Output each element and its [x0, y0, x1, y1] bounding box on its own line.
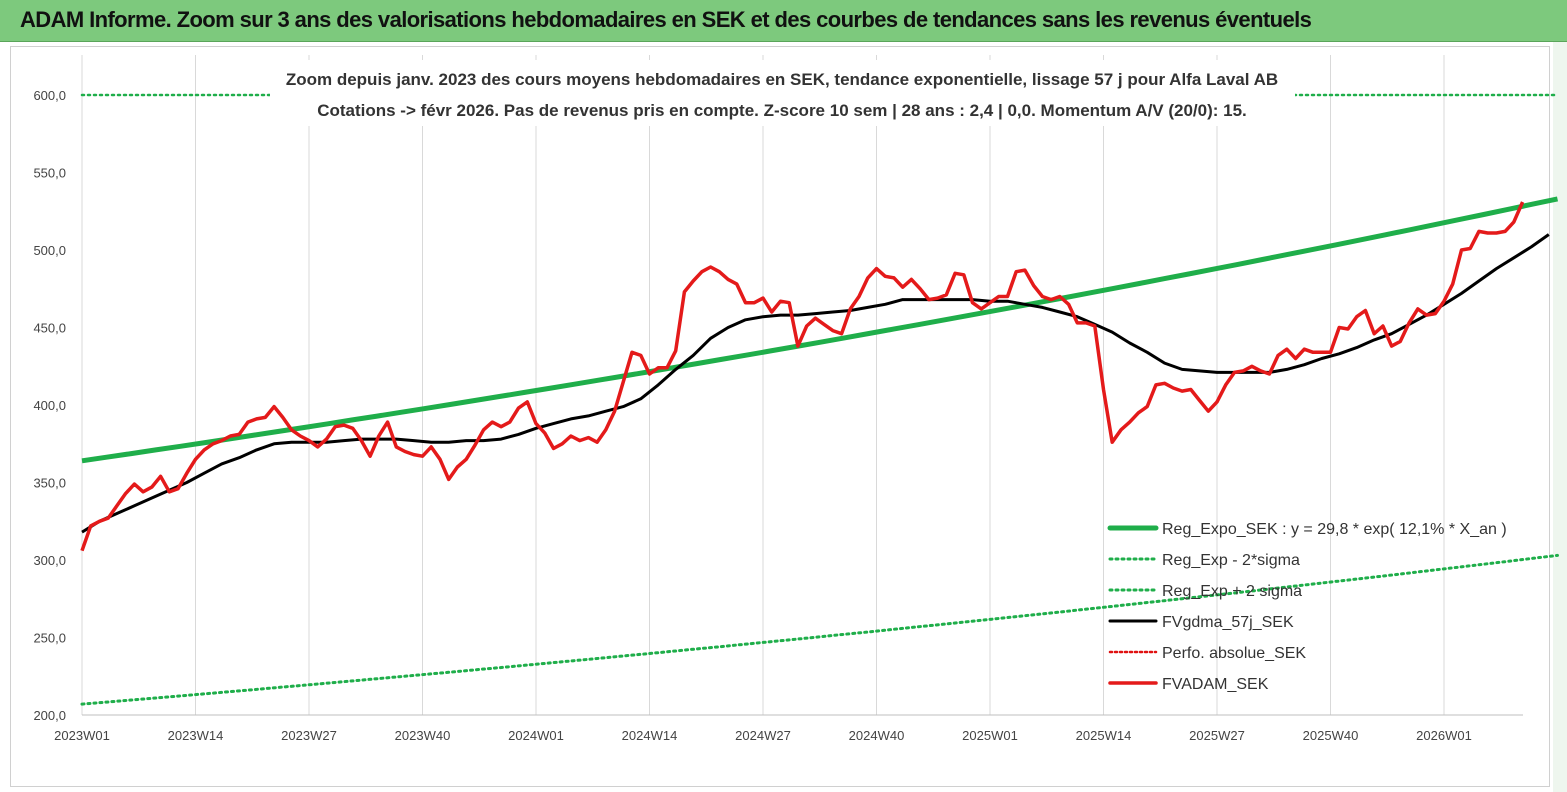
- legend-label-reg: Reg_Expo_SEK : y = 29,8 * exp( 12,1% * X…: [1162, 521, 1507, 538]
- series-reg-expo-sek: [81, 196, 1559, 464]
- y-tick-label: 400,0: [33, 398, 66, 413]
- vertical-gridlines: [81, 55, 1523, 716]
- legend-label-upper: Reg_Exp + 2 sigma: [1162, 583, 1302, 600]
- x-tick-label: 2025W27: [1189, 728, 1245, 743]
- chart-subtitle-line1: Zoom depuis janv. 2023 des cours moyens …: [286, 70, 1278, 89]
- chart-subtitle-line2: Cotations -> févr 2026. Pas de revenus p…: [317, 101, 1247, 120]
- y-tick-label: 250,0: [33, 631, 66, 646]
- series-fvadam-sek: [80, 201, 1525, 552]
- y-tick-label: 300,0: [33, 553, 66, 568]
- x-tick-label: 2024W40: [849, 728, 905, 743]
- x-tick-label: 2023W14: [168, 728, 224, 743]
- x-tick-label: 2024W14: [622, 728, 678, 743]
- legend-label-lower: Reg_Exp - 2*sigma: [1162, 552, 1300, 569]
- x-tick-label: 2023W01: [54, 728, 110, 743]
- y-tick-label: 200,0: [33, 708, 66, 723]
- x-tick-label: 2023W27: [281, 728, 337, 743]
- x-tick-label: 2025W01: [962, 728, 1018, 743]
- y-tick-label: 550,0: [33, 166, 66, 181]
- x-tick-label: 2025W40: [1303, 728, 1359, 743]
- y-tick-label: 500,0: [33, 243, 66, 258]
- x-tick-label: 2023W40: [395, 728, 451, 743]
- series-reg-exp-minus-2sigma: [80, 553, 1559, 706]
- x-tick-label: 2026W01: [1416, 728, 1472, 743]
- x-axis-ticks: 2023W01 2023W14 2023W27 2023W40 2024W01 2024W…: [54, 728, 1472, 743]
- window-edge: [1553, 42, 1567, 792]
- x-tick-label: 2024W01: [508, 728, 564, 743]
- series-fvgdma-57j-sek: [81, 233, 1550, 534]
- y-tick-label: 600,0: [33, 88, 66, 103]
- legend-label-adam: FVADAM_SEK: [1162, 676, 1269, 693]
- y-tick-label: 450,0: [33, 321, 66, 336]
- title-banner: ADAM Informe. Zoom sur 3 ans des valoris…: [0, 0, 1567, 42]
- legend-label-perfo: Perfo. absolue_SEK: [1162, 645, 1306, 662]
- x-tick-label: 2025W14: [1076, 728, 1132, 743]
- x-tick-label: 2024W27: [735, 728, 791, 743]
- legend: Reg_Expo_SEK : y = 29,8 * exp( 12,1% * X…: [1107, 521, 1507, 693]
- banner-title: ADAM Informe. Zoom sur 3 ans des valoris…: [20, 7, 1312, 32]
- y-tick-label: 350,0: [33, 476, 66, 491]
- series-layer: [80, 93, 1559, 706]
- plot-frame: [10, 46, 1550, 787]
- y-axis-ticks: 200,0 250,0 300,0 350,0 400,0 450,0 500,0 550,0…: [33, 88, 66, 723]
- subtitle-background: [270, 60, 1295, 126]
- legend-label-fv57: FVgdma_57j_SEK: [1162, 614, 1294, 631]
